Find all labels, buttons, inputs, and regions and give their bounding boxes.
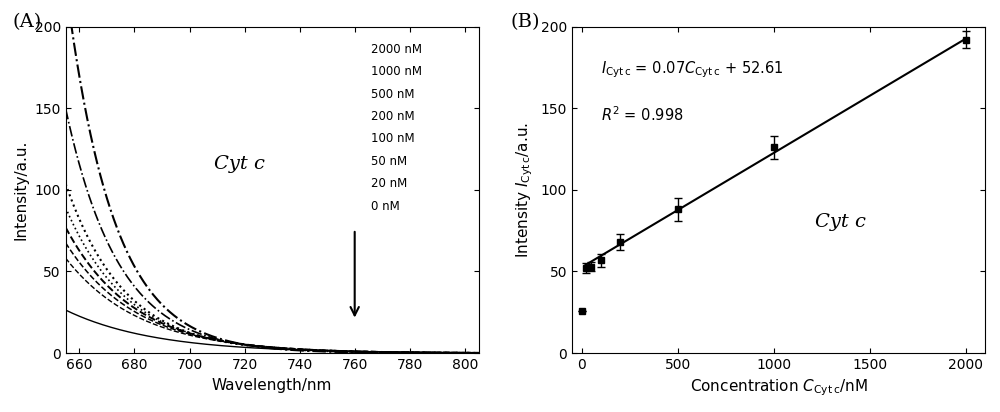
- X-axis label: Concentration $C_{\mathrm{Cyt\,c}}$/nM: Concentration $C_{\mathrm{Cyt\,c}}$/nM: [690, 377, 867, 398]
- Text: (A): (A): [12, 14, 41, 31]
- Text: 100 nM: 100 nM: [371, 133, 415, 145]
- Text: 2000 nM: 2000 nM: [371, 43, 422, 56]
- Text: $R^2$ = 0.998: $R^2$ = 0.998: [601, 105, 684, 124]
- Text: (B): (B): [510, 14, 540, 31]
- Text: 200 nM: 200 nM: [371, 110, 415, 123]
- Text: 0 nM: 0 nM: [371, 200, 400, 213]
- Text: 20 nM: 20 nM: [371, 177, 407, 190]
- Text: Cyt c: Cyt c: [815, 213, 866, 232]
- Text: 500 nM: 500 nM: [371, 88, 415, 101]
- Text: 1000 nM: 1000 nM: [371, 66, 422, 78]
- Text: $I_{\mathrm{Cyt\,c}}$ = 0.07$C_{\mathrm{Cyt\,c}}$ + 52.61: $I_{\mathrm{Cyt\,c}}$ = 0.07$C_{\mathrm{…: [601, 59, 784, 80]
- Y-axis label: Intensity/a.u.: Intensity/a.u.: [14, 140, 29, 240]
- Text: Cyt c: Cyt c: [214, 155, 265, 173]
- Y-axis label: Intensity $I_{\mathrm{Cyt\,c}}$/a.u.: Intensity $I_{\mathrm{Cyt\,c}}$/a.u.: [515, 122, 535, 258]
- Text: 50 nM: 50 nM: [371, 155, 407, 168]
- X-axis label: Wavelength/nm: Wavelength/nm: [212, 377, 332, 393]
